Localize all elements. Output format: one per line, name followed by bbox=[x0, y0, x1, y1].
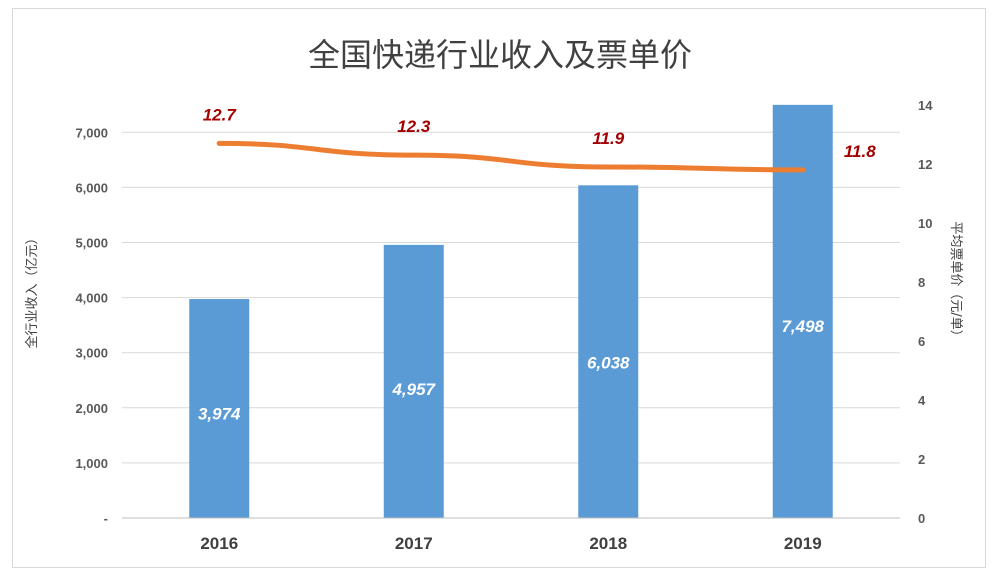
y-axis-right-label: 平均票单价（元/单） bbox=[948, 221, 963, 342]
line-point bbox=[605, 164, 611, 170]
y-right-tick-label: 6 bbox=[918, 334, 925, 349]
line-path bbox=[216, 140, 806, 173]
y-axis-right: 0 2 4 6 8 10 12 14 bbox=[918, 98, 933, 526]
y-right-tick-label: 8 bbox=[918, 275, 925, 290]
y-axis-left-label: 全行业收入（亿元） bbox=[24, 231, 40, 348]
line-data-label: 11.9 bbox=[592, 129, 624, 148]
bar-series: 3,974 4,957 6,038 7,498 bbox=[189, 104, 833, 518]
x-tick-label: 2017 bbox=[395, 534, 433, 553]
bar-data-label: 7,498 bbox=[781, 317, 824, 336]
y-left-tick-label: 6,000 bbox=[75, 180, 108, 195]
y-axis-left: - 1,000 2,000 3,000 4,000 5,000 6,000 7,000 bbox=[75, 125, 108, 526]
line-point bbox=[216, 140, 222, 146]
bar bbox=[578, 185, 639, 518]
y-right-tick-label: 0 bbox=[918, 511, 925, 526]
bar-data-label: 3,974 bbox=[198, 404, 241, 423]
y-left-tick-label: 3,000 bbox=[75, 346, 108, 361]
y-right-tick-label: 12 bbox=[918, 157, 932, 172]
chart-title: 全国快递行业收入及票单价 bbox=[308, 36, 692, 74]
bar-data-label: 4,957 bbox=[391, 380, 436, 399]
line-data-label: 12.3 bbox=[397, 117, 431, 136]
y-right-tick-label: 10 bbox=[918, 216, 932, 231]
line-data-label: 11.8 bbox=[844, 142, 876, 161]
bar bbox=[383, 244, 444, 518]
line-data-label: 12.7 bbox=[203, 105, 238, 124]
line-point bbox=[411, 152, 417, 158]
y-right-tick-label: 4 bbox=[918, 393, 926, 408]
y-left-tick-label: 2,000 bbox=[75, 401, 108, 416]
x-axis: 2016 2017 2018 2019 bbox=[122, 517, 900, 553]
line-series: 12.7 12.3 11.9 11.8 bbox=[203, 105, 876, 173]
bar bbox=[189, 299, 250, 518]
y-left-tick-label: 1,000 bbox=[75, 456, 108, 471]
y-right-tick-label: 2 bbox=[918, 452, 925, 467]
x-tick-label: 2019 bbox=[784, 534, 822, 553]
x-tick-label: 2016 bbox=[200, 534, 238, 553]
line-point bbox=[800, 167, 806, 173]
y-left-tick-label: 4,000 bbox=[75, 291, 108, 306]
y-left-tick-label: 5,000 bbox=[75, 236, 108, 251]
x-tick-label: 2018 bbox=[589, 534, 627, 553]
y-left-tick-label: - bbox=[104, 511, 108, 526]
bar-data-label: 6,038 bbox=[587, 353, 630, 372]
y-left-tick-label: 7,000 bbox=[75, 125, 108, 140]
bar bbox=[772, 104, 833, 518]
y-right-tick-label: 14 bbox=[918, 98, 933, 113]
